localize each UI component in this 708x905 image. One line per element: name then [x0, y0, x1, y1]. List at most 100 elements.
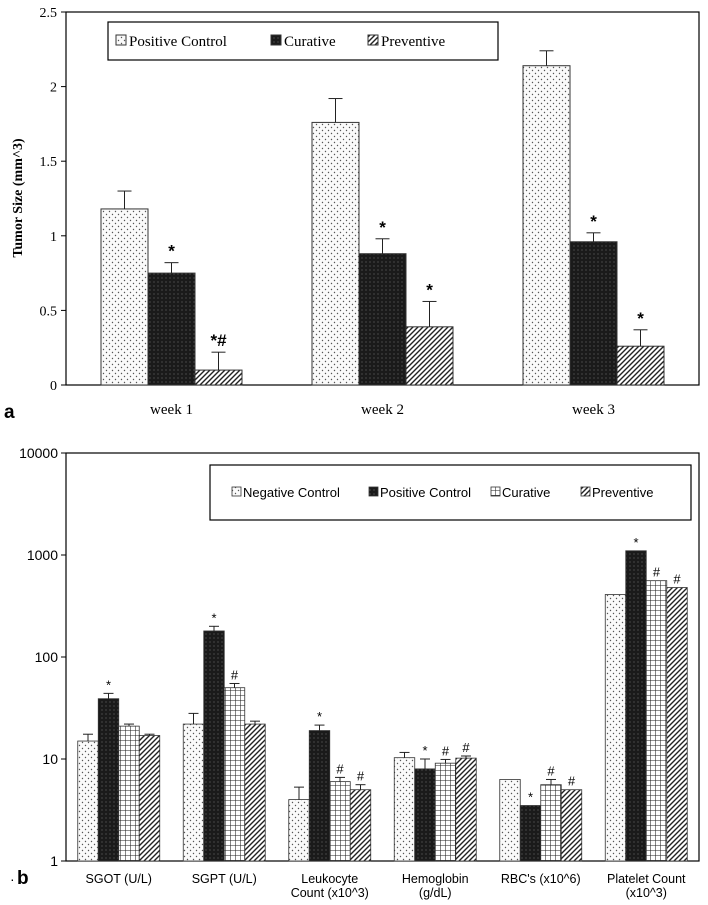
bar: [194, 369, 243, 386]
bar: [182, 723, 205, 862]
significance-marker: #: [336, 761, 344, 776]
panel-b-marker-dot: ·: [10, 871, 15, 887]
x-tick-label: SGOT (U/L): [86, 872, 152, 886]
x-tick-label: Leukocyte: [301, 872, 358, 886]
bar: [358, 253, 407, 386]
legend-swatch: [231, 486, 242, 497]
significance-marker: *: [590, 212, 597, 231]
significance-marker: *#: [210, 331, 227, 350]
bar: [540, 784, 562, 862]
legend-label: Curative: [502, 485, 550, 500]
bar: [414, 768, 436, 862]
significance-marker: *: [633, 535, 638, 550]
bar: [100, 208, 149, 386]
significance-marker: #: [231, 667, 239, 682]
bar: [349, 789, 372, 862]
bar: [405, 326, 454, 386]
significance-marker: *: [317, 709, 322, 724]
x-tick-label: week 2: [361, 402, 404, 418]
bar: [519, 805, 542, 862]
bar: [311, 121, 360, 386]
bar: [147, 272, 196, 386]
x-tick-label: Count (x10^3): [291, 886, 369, 900]
legend-label: Preventive: [592, 485, 653, 500]
x-tick-label: Hemoglobin: [402, 872, 469, 886]
y-tick-label: 0: [50, 379, 57, 394]
significance-marker: #: [673, 572, 681, 587]
significance-marker: *: [168, 242, 175, 261]
significance-marker: #: [568, 774, 576, 789]
bar: [138, 735, 161, 862]
legend-swatch: [115, 34, 127, 46]
bar: [118, 725, 140, 862]
bar: [308, 730, 331, 862]
legend-box: [107, 21, 499, 61]
y-tick-label: 2.5: [40, 6, 58, 21]
legend-label: Positive Control: [129, 34, 227, 50]
y-tick-label: 1.5: [40, 155, 58, 170]
bar: [244, 723, 266, 862]
legend-swatch: [368, 486, 379, 497]
bar: [560, 789, 583, 862]
bar: [604, 594, 627, 862]
bar: [645, 580, 668, 862]
y-tick-label: 2: [50, 81, 57, 96]
legend-label: Positive Control: [380, 485, 471, 500]
bar: [455, 757, 477, 862]
y-tick-label: 10000: [19, 445, 58, 461]
legend-label: Negative Control: [243, 485, 340, 500]
bar: [393, 757, 416, 862]
y-tick-label: 1: [50, 853, 58, 869]
bar: [522, 65, 571, 386]
legend-swatch: [367, 34, 379, 46]
significance-marker: *: [637, 309, 644, 328]
significance-marker: *: [422, 743, 427, 758]
x-tick-label: week 1: [150, 402, 193, 418]
significance-marker: #: [442, 743, 450, 758]
significance-marker: *: [379, 218, 386, 237]
panel-b-legend: Negative Control Positive Control Curative…: [209, 464, 692, 521]
y-tick-label: 10: [42, 751, 58, 767]
significance-marker: #: [653, 565, 661, 580]
significance-marker: #: [547, 763, 555, 778]
significance-marker: *: [528, 790, 533, 805]
bar: [434, 762, 457, 862]
x-tick-label: SGPT (U/L): [192, 872, 257, 886]
bar: [499, 779, 521, 862]
panel-a-label: a: [4, 402, 15, 423]
x-tick-label: Platelet Count: [607, 872, 686, 886]
y-tick-label: 0.5: [40, 304, 58, 319]
panel-a-chart: 0 0.5 1 1.5 2 2.5 * *# week 1 * * week 2 * * week 3 P…: [4, 6, 700, 423]
legend-swatch: [270, 34, 282, 46]
significance-marker: #: [462, 740, 470, 755]
panel-a-legend: Positive Control Curative Preventive: [107, 21, 499, 61]
panel-b-chart: 1 10 100 1000 10000 * SGOT (U/L) * # SGPT (U/L) *…: [10, 445, 700, 900]
y-tick-label: 1000: [27, 547, 58, 563]
legend-label: Curative: [284, 34, 336, 50]
legend-label: Preventive: [381, 34, 445, 50]
y-tick-label: 100: [35, 649, 59, 665]
significance-marker: *: [211, 610, 216, 625]
bar: [77, 740, 99, 862]
x-tick-label: (g/dL): [419, 886, 452, 900]
panel-b-label: b: [17, 868, 29, 889]
bar: [223, 687, 246, 862]
y-tick-label: 1: [50, 230, 57, 245]
bar: [97, 698, 120, 862]
significance-marker: *: [106, 677, 111, 692]
legend-swatch: [490, 486, 501, 497]
significance-marker: *: [426, 280, 433, 299]
panel-a-y-axis-label: Tumor Size (mm^3): [11, 138, 26, 258]
x-tick-label: RBC's (x10^6): [501, 872, 581, 886]
bar: [666, 587, 688, 862]
bar: [203, 630, 225, 862]
legend-box: [209, 464, 692, 521]
significance-marker: #: [357, 769, 365, 784]
legend-swatch: [580, 486, 591, 497]
bar: [329, 781, 351, 862]
bar: [625, 550, 647, 862]
bar: [616, 345, 665, 386]
x-tick-label: (x10^3): [626, 886, 667, 900]
bar: [569, 241, 618, 386]
